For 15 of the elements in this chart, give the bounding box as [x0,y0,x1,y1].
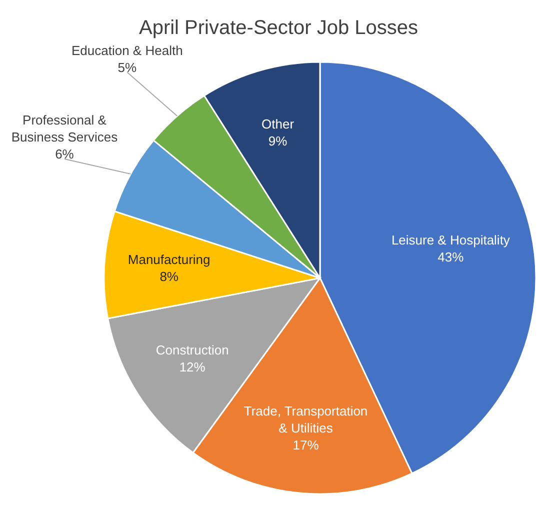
data-label: 9% [268,133,288,148]
data-label: 17% [292,438,320,453]
data-label: 43% [438,249,464,264]
data-label: 6% [55,146,74,162]
data-label: 5% [118,60,137,75]
slice-label: Trade, Transportation & Utilities [244,404,368,436]
chart-title: April Private-Sector Job Losses [138,17,418,39]
data-label: 12% [179,360,206,375]
data-label: 8% [160,269,179,284]
slice-label: Construction [156,342,229,358]
slice-label: Leisure & Hospitality [391,232,510,248]
slice-label: Manufacturing [128,252,210,268]
slice-label: Professional & Business Services [11,112,118,145]
slice-label: Other [262,116,295,132]
slice-label: Education & Health [72,42,183,58]
